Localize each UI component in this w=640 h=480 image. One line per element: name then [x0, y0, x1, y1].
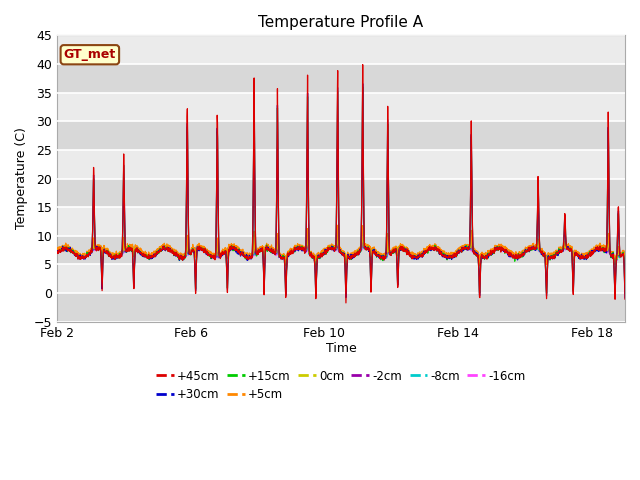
Y-axis label: Temperature (C): Temperature (C) [15, 128, 28, 229]
Text: GT_met: GT_met [64, 48, 116, 61]
X-axis label: Time: Time [326, 342, 356, 355]
Bar [57, 64, 625, 93]
Legend: +45cm, +30cm, +15cm, +5cm, 0cm, -2cm, -8cm, -16cm: +45cm, +30cm, +15cm, +5cm, 0cm, -2cm, -8… [151, 365, 531, 406]
Bar [57, 121, 625, 150]
Bar [57, 293, 625, 322]
Title: Temperature Profile A: Temperature Profile A [259, 15, 424, 30]
Bar [57, 179, 625, 207]
Bar [57, 236, 625, 264]
